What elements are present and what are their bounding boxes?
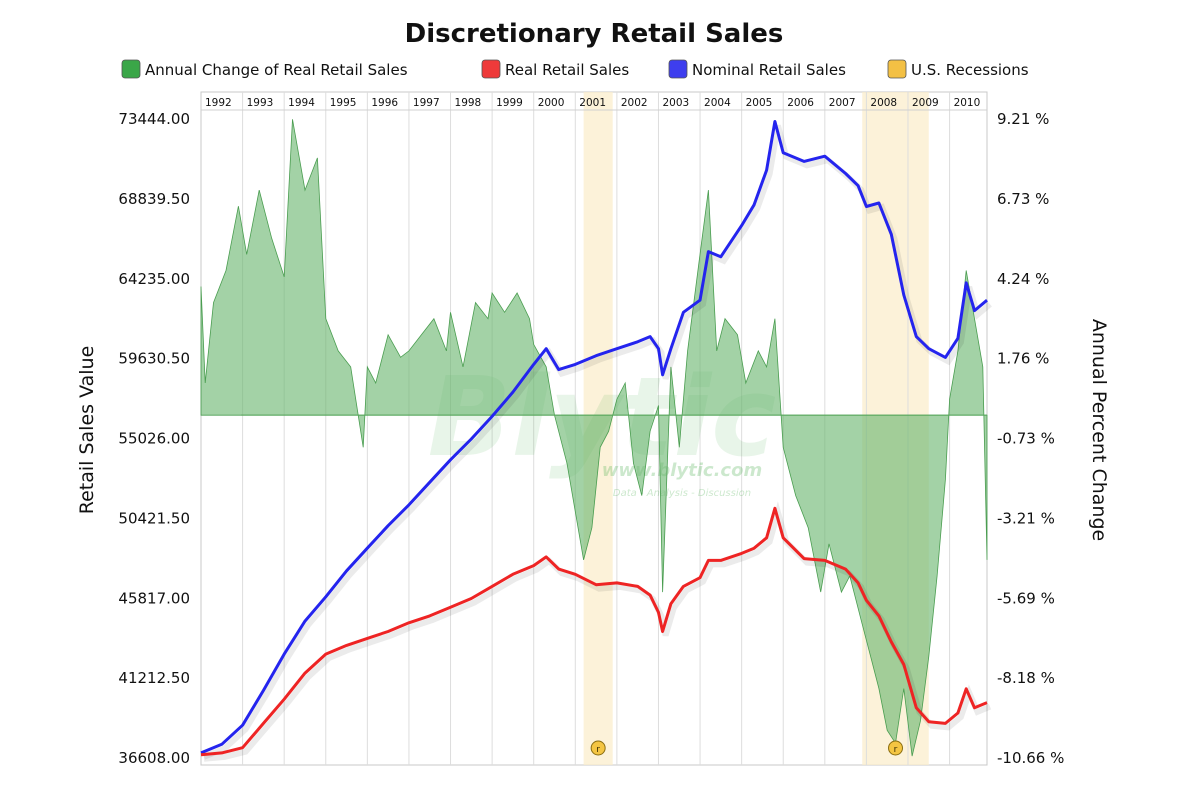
legend-label: Real Retail Sales bbox=[505, 61, 629, 79]
legend-label: U.S. Recessions bbox=[911, 61, 1029, 79]
right-tick-label: -3.21 % bbox=[997, 509, 1055, 527]
year-label: 2006 bbox=[787, 97, 814, 109]
left-tick-label: 55026.00 bbox=[118, 430, 190, 448]
legend-item-annual-change-of-real-retail-sales[interactable]: Annual Change of Real Retail Sales bbox=[121, 59, 408, 79]
year-label: 2001 bbox=[579, 97, 606, 109]
right-tick-label: -0.73 % bbox=[997, 430, 1055, 448]
annual-change-area bbox=[200, 119, 988, 757]
right-tick-label: 1.76 % bbox=[997, 350, 1049, 368]
year-gridlines bbox=[201, 92, 987, 765]
left-axis-ticks: 73444.00 68839.50 64235.00 59630.50 55026.00… bbox=[118, 110, 190, 767]
svg-text:r: r bbox=[894, 745, 898, 755]
legend-item-nominal-retail-sales[interactable]: Nominal Retail Sales bbox=[668, 59, 846, 79]
left-tick-label: 36608.00 bbox=[118, 749, 190, 767]
year-label: 2008 bbox=[870, 97, 897, 109]
recession-marker[interactable]: r bbox=[888, 740, 904, 756]
year-label: 1994 bbox=[288, 97, 315, 109]
year-label: 2003 bbox=[662, 97, 689, 109]
year-label: 1993 bbox=[247, 97, 274, 109]
year-label: 1997 bbox=[413, 97, 440, 109]
legend-swatch bbox=[668, 59, 688, 79]
legend[interactable]: Annual Change of Real Retail Sales Real R… bbox=[121, 59, 1029, 79]
series-nominal-retail-sales bbox=[200, 120, 988, 755]
left-tick-label: 45817.00 bbox=[118, 589, 190, 607]
series-annual-change-of-real-retail-sales bbox=[200, 119, 988, 757]
legend-swatch bbox=[481, 59, 501, 79]
line-series bbox=[200, 120, 992, 762]
left-tick-label: 50421.50 bbox=[118, 509, 190, 527]
right-tick-label: 9.21 % bbox=[997, 110, 1049, 128]
year-label: 2004 bbox=[704, 97, 731, 109]
legend-swatch bbox=[887, 59, 907, 79]
legend-label: Nominal Retail Sales bbox=[692, 61, 846, 79]
svg-text:r: r bbox=[596, 745, 600, 755]
legend-swatch bbox=[121, 59, 141, 79]
legend-item-u-s-recessions[interactable]: U.S. Recessions bbox=[887, 59, 1029, 79]
right-tick-label: -8.18 % bbox=[997, 669, 1055, 687]
right-axis-title: Annual Percent Change bbox=[1088, 319, 1110, 541]
watermark-tagline: Data - Analysis - Discussion bbox=[613, 488, 751, 499]
left-tick-label: 64235.00 bbox=[118, 270, 190, 288]
legend-label: Annual Change of Real Retail Sales bbox=[145, 61, 408, 79]
year-label: 2007 bbox=[829, 97, 856, 109]
year-label: 2002 bbox=[621, 97, 648, 109]
recession-marker[interactable]: r bbox=[590, 740, 606, 756]
year-label: 1999 bbox=[496, 97, 523, 109]
right-tick-label: -10.66 % bbox=[997, 749, 1064, 767]
left-tick-label: 68839.50 bbox=[118, 190, 190, 208]
right-tick-label: 4.24 % bbox=[997, 270, 1049, 288]
watermark-url: www.blytic.com bbox=[602, 460, 762, 481]
right-tick-label: 6.73 % bbox=[997, 190, 1049, 208]
right-tick-label: -5.69 % bbox=[997, 589, 1055, 607]
year-label: 1995 bbox=[330, 97, 357, 109]
right-axis-ticks: 9.21 % 6.73 % 4.24 % 1.76 % -0.73 % -3.21 % -5… bbox=[997, 110, 1064, 767]
left-tick-label: 59630.50 bbox=[118, 350, 190, 368]
year-label: 1992 bbox=[205, 97, 232, 109]
year-label: 1998 bbox=[455, 97, 482, 109]
legend-item-real-retail-sales[interactable]: Real Retail Sales bbox=[481, 59, 629, 79]
year-label: 2000 bbox=[538, 97, 565, 109]
series-real-retail-sales bbox=[200, 506, 988, 757]
year-label: 2005 bbox=[746, 97, 773, 109]
year-label: 1996 bbox=[371, 97, 398, 109]
year-label: 2009 bbox=[912, 97, 939, 109]
left-tick-label: 41212.50 bbox=[118, 669, 190, 687]
left-axis-title: Retail Sales Value bbox=[76, 346, 98, 515]
year-label: 2010 bbox=[954, 97, 981, 109]
year-labels: 1992 1993 1994 1995 1996 1997 1998 1999 2000 2001… bbox=[205, 97, 980, 109]
left-tick-label: 73444.00 bbox=[118, 110, 190, 128]
chart-title: Discretionary Retail Sales bbox=[405, 19, 784, 49]
